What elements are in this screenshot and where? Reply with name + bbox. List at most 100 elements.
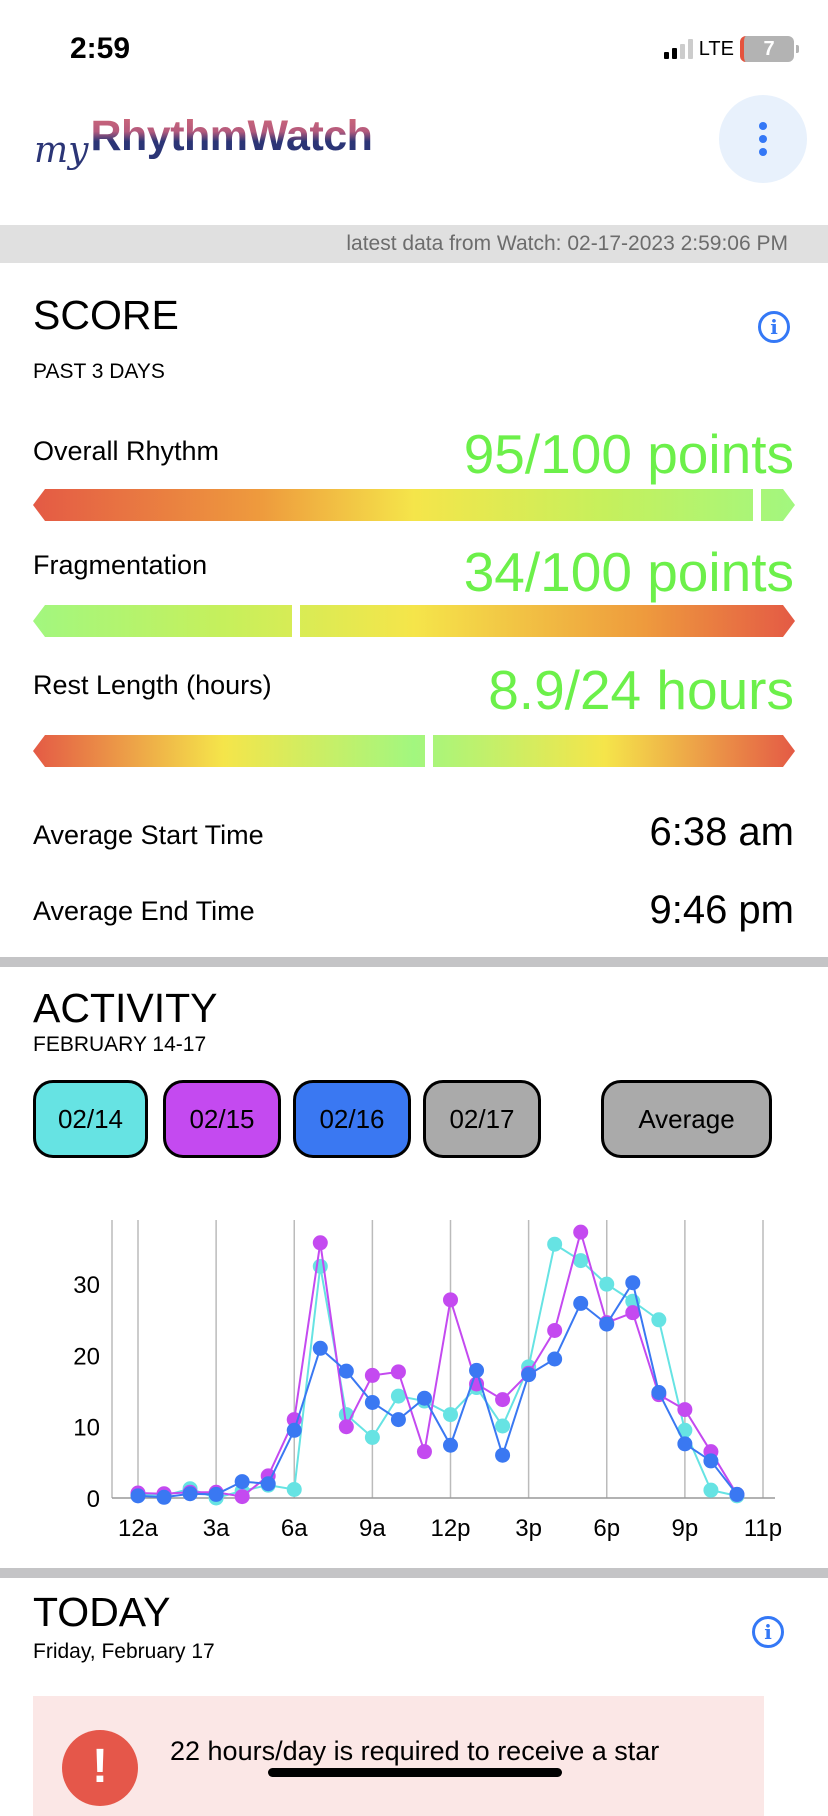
overall-rhythm-value: 95/100 points xyxy=(463,423,794,485)
score-info-icon[interactable]: i xyxy=(758,311,790,343)
avg-start-value: 6:38 am xyxy=(649,810,794,854)
data-point xyxy=(469,1362,485,1378)
status-time: 2:59 xyxy=(70,32,131,65)
data-point xyxy=(703,1482,719,1498)
data-point xyxy=(599,1316,615,1332)
today-title: TODAY xyxy=(33,1589,171,1635)
avg-start-label: Average Start Time xyxy=(33,820,264,850)
today-info-icon[interactable]: i xyxy=(752,1616,784,1648)
series-line-02/15 xyxy=(137,1228,738,1498)
data-point xyxy=(286,1481,302,1497)
battery-icon: 7 xyxy=(740,36,799,62)
data-point xyxy=(729,1486,745,1502)
activity-subtitle: FEBRUARY 14-17 xyxy=(33,1033,207,1056)
data-point xyxy=(234,1474,250,1490)
data-point xyxy=(443,1437,458,1453)
network-type: LTE xyxy=(698,37,734,60)
data-point xyxy=(156,1489,172,1505)
x-tick-label: 12a xyxy=(118,1515,159,1542)
home-indicator[interactable] xyxy=(268,1768,562,1777)
x-tick-label: 9a xyxy=(359,1515,386,1542)
data-point xyxy=(651,1385,667,1401)
data-point xyxy=(312,1235,328,1251)
data-point xyxy=(703,1453,719,1469)
fragmentation-label: Fragmentation xyxy=(33,550,208,580)
more-menu-button[interactable] xyxy=(719,95,807,183)
data-point xyxy=(443,1407,458,1423)
data-point xyxy=(338,1419,354,1435)
data-point xyxy=(338,1363,354,1379)
today-subtitle: Friday, February 17 xyxy=(33,1640,215,1663)
data-point xyxy=(547,1351,563,1367)
fragmentation-value: 34/100 points xyxy=(463,541,794,603)
series-line-02/16 xyxy=(137,1280,738,1499)
data-point xyxy=(573,1295,589,1311)
data-point xyxy=(625,1275,641,1291)
rest-length-bar xyxy=(33,735,795,767)
data-point xyxy=(416,1444,432,1460)
fragmentation-bar xyxy=(33,605,795,637)
overall-rhythm-label: Overall Rhythm xyxy=(33,436,220,466)
data-point xyxy=(260,1476,276,1492)
activity-chart: 12a 3a 6a 9a 12p 3p 6p 9p 11p 0 10 20 30 xyxy=(73,1220,782,1542)
score-marker xyxy=(425,735,433,767)
data-point xyxy=(312,1258,328,1274)
data-point xyxy=(547,1236,563,1252)
x-tick-label: 9p xyxy=(672,1515,699,1542)
data-point xyxy=(312,1340,328,1356)
data-point xyxy=(130,1488,146,1504)
data-point xyxy=(390,1388,406,1404)
logo-prefix: my xyxy=(34,130,89,171)
day-button-0217[interactable]: 02/17 xyxy=(423,1080,541,1158)
data-point xyxy=(573,1253,589,1269)
data-point xyxy=(573,1224,589,1240)
data-point xyxy=(286,1422,302,1438)
avg-end-label: Average End Time xyxy=(33,896,255,926)
score-title: SCORE xyxy=(33,292,179,338)
app-logo: my RhythmWatch xyxy=(34,112,373,171)
signal-icon xyxy=(663,39,693,59)
data-point xyxy=(651,1312,667,1328)
data-point xyxy=(677,1402,693,1418)
y-tick-label: 0 xyxy=(87,1486,100,1513)
score-marker xyxy=(753,489,761,521)
data-point xyxy=(495,1447,511,1463)
data-point xyxy=(364,1367,380,1383)
activity-title: ACTIVITY xyxy=(33,985,218,1031)
data-point xyxy=(208,1486,224,1502)
data-point xyxy=(390,1364,406,1380)
data-point xyxy=(443,1292,458,1308)
data-point xyxy=(599,1276,615,1292)
overall-rhythm-bar xyxy=(33,489,795,521)
x-tick-label: 12p xyxy=(430,1515,470,1542)
data-point xyxy=(234,1489,250,1505)
data-point xyxy=(547,1322,563,1338)
section-divider xyxy=(0,957,828,967)
data-point xyxy=(677,1422,693,1438)
data-point xyxy=(625,1305,641,1321)
status-indicators: LTE 7 xyxy=(663,36,799,62)
x-tick-label: 3a xyxy=(203,1515,230,1542)
alert-icon: ! xyxy=(62,1730,138,1806)
data-point xyxy=(182,1486,198,1502)
x-tick-label: 6a xyxy=(281,1515,308,1542)
day-button-0216[interactable]: 02/16 xyxy=(293,1080,411,1158)
day-button-0215[interactable]: 02/15 xyxy=(163,1080,281,1158)
data-point xyxy=(416,1390,432,1406)
y-tick-label: 20 xyxy=(73,1343,100,1370)
y-tick-label: 30 xyxy=(73,1272,100,1299)
logo-main: RhythmWatch xyxy=(90,112,373,160)
data-point xyxy=(677,1436,693,1452)
score-subtitle: PAST 3 DAYS xyxy=(33,360,165,383)
data-point xyxy=(495,1418,511,1434)
day-button-0214[interactable]: 02/14 xyxy=(33,1080,148,1158)
average-button[interactable]: Average xyxy=(601,1080,772,1158)
more-vertical-icon xyxy=(759,122,767,156)
data-point xyxy=(521,1367,537,1383)
rest-length-value: 8.9/24 hours xyxy=(488,659,794,721)
section-divider xyxy=(0,1568,828,1578)
data-point xyxy=(364,1394,380,1410)
sync-status: latest data from Watch: 02-17-2023 2:59:… xyxy=(0,225,828,263)
rest-length-label: Rest Length (hours) xyxy=(33,670,272,700)
data-point xyxy=(364,1429,380,1445)
